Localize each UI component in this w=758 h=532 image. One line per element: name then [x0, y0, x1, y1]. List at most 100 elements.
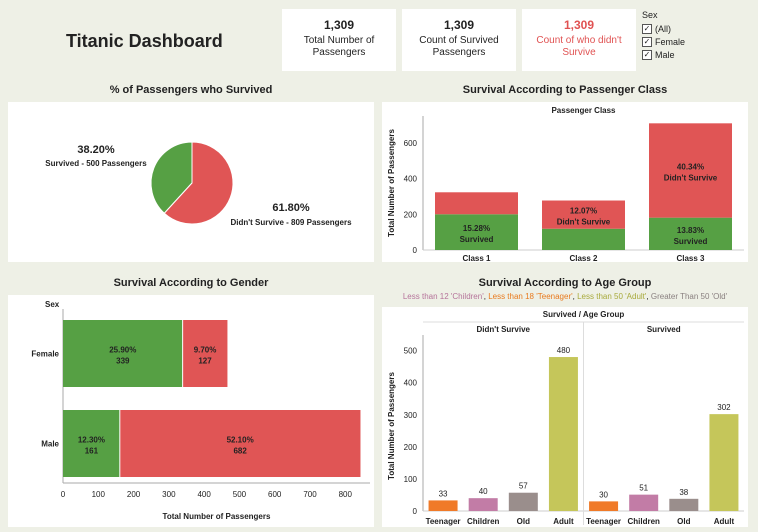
- bar-value-label: 51: [639, 484, 648, 493]
- bar-label: 127: [198, 357, 212, 366]
- subtitle-separator: ,: [646, 292, 651, 301]
- class-chart-title: Survival According to Passenger Class: [462, 84, 668, 96]
- bar-value-label: 480: [557, 346, 571, 355]
- checkbox-checked-icon[interactable]: ✓: [642, 36, 652, 47]
- chart-header: Passenger Class: [551, 106, 616, 115]
- kpi-value: 1,309: [563, 18, 595, 32]
- x-tick-label: Teenager: [586, 517, 621, 526]
- kpi-value: 1,309: [443, 18, 475, 32]
- bar-label: Survived: [460, 235, 494, 244]
- bar: [669, 498, 699, 511]
- x-axis-label: Total Number of Passengers: [163, 512, 271, 521]
- x-tick-label: Teenager: [426, 517, 461, 526]
- bar-segment: [182, 320, 228, 387]
- pie-slice: [163, 141, 234, 225]
- bar-label: 52.10%: [227, 436, 254, 445]
- subtitle-children: Less than 12 'Children': [402, 292, 484, 301]
- bar-label: 13.83%: [677, 226, 704, 235]
- panel-header: Didn't Survive: [477, 325, 531, 334]
- pie-chart: 38.20% Survived - 500 Passengers 61.80% Did…: [45, 141, 352, 227]
- y-tick-label: 0: [413, 507, 418, 516]
- y-axis-label: Total Number of Passengers: [387, 129, 396, 237]
- bar-label: 15.28%: [463, 224, 490, 233]
- x-tick-label: Children: [627, 517, 660, 526]
- bar-label: 161: [85, 447, 99, 456]
- x-tick-label: Class 1: [462, 254, 491, 262]
- kpi-survived-passengers: 1,309 Count of Survived Passengers: [402, 9, 516, 71]
- bar-value-label: 33: [439, 489, 448, 498]
- pie-slice: [150, 141, 193, 214]
- y-tick-label: 500: [404, 347, 418, 356]
- gender-chart-title: Survival According to Gender: [113, 277, 269, 289]
- filter-option-all[interactable]: ✓ (All): [642, 22, 685, 35]
- bar-label: 12.07%: [570, 207, 597, 216]
- y-tick-label: 200: [404, 210, 418, 219]
- subtitle-separator: ,: [483, 292, 489, 301]
- bar-segment: [542, 228, 625, 250]
- bar-value-label: 38: [679, 488, 688, 497]
- bar-segment: [435, 214, 518, 250]
- kpi-value: 1,309: [323, 18, 355, 32]
- x-tick-label: 700: [303, 490, 317, 499]
- age-chart-panel: Survived / Age Group 0 100 200 300 400 500 Tota…: [382, 307, 748, 527]
- x-tick-label: 200: [127, 490, 141, 499]
- pie-slice-label: Survived - 500 Passengers: [45, 159, 147, 168]
- x-tick-label: 400: [197, 490, 211, 499]
- bar-value-label: 302: [717, 403, 731, 412]
- checkbox-checked-icon[interactable]: ✓: [642, 49, 652, 60]
- bar: [508, 492, 538, 511]
- pie-slice-label: Didn't Survive - 809 Passengers: [230, 218, 352, 227]
- y-tick-label: Female: [31, 350, 59, 359]
- filter-option-female[interactable]: ✓ Female: [642, 35, 685, 48]
- bar-value-label: 40: [479, 487, 488, 496]
- x-tick-label: 500: [233, 490, 247, 499]
- subtitle-adult: Less than 50 'Adult': [577, 292, 647, 301]
- filter-option-label: Male: [655, 49, 675, 60]
- bar-label: 40.34%: [677, 162, 704, 171]
- bar: [548, 357, 578, 511]
- kpi-label: Count of who didn't Survive: [536, 35, 622, 58]
- chart-header: Sex: [45, 300, 60, 309]
- subtitle-old: Greater Than 50 'Old': [650, 292, 728, 301]
- x-tick-label: Old: [677, 517, 690, 526]
- subtitle-teenager: Less than 18 'Teenager': [488, 292, 573, 301]
- filter-option-male[interactable]: ✓ Male: [642, 48, 685, 61]
- bar-segment: [649, 123, 732, 218]
- panel-header: Survived: [647, 325, 681, 334]
- age-chart-title: Survival According to Age Group: [478, 277, 652, 289]
- bar: [468, 498, 498, 511]
- gender-chart-panel: Sex 0 100 200 300 400 500 600 700 800 Total Number…: [8, 295, 374, 527]
- pie-pct-label: 38.20%: [77, 144, 115, 156]
- gender-chart: Sex 0 100 200 300 400 500 600 700 800 Total Number…: [31, 300, 370, 521]
- sex-filter: Sex ✓ (All) ✓ Female ✓ Male: [642, 10, 685, 61]
- bar-value-label: 30: [599, 490, 608, 499]
- bar-segment: [119, 410, 361, 477]
- x-tick-label: 0: [61, 490, 66, 499]
- class-chart-panel: Passenger Class 0 200 400 600 Total Number of…: [382, 102, 748, 263]
- kpi-didnt-survive: 1,309 Count of who didn't Survive: [522, 9, 636, 71]
- x-tick-label: Class 2: [569, 254, 598, 262]
- y-tick-label: 100: [404, 475, 418, 484]
- bar-label: 682: [233, 447, 247, 456]
- bar-segment: [435, 192, 518, 215]
- bar: [629, 494, 659, 511]
- bar-segment: [63, 410, 120, 477]
- bar-label: Didn't Survive: [664, 173, 718, 182]
- x-tick-label: Adult: [553, 517, 574, 526]
- y-tick-label: 0: [413, 246, 418, 255]
- x-tick-label: 600: [268, 490, 282, 499]
- bar: [709, 414, 739, 511]
- pie-pct-label: 61.80%: [272, 202, 310, 214]
- pie-chart-title: % of Passengers who Survived: [109, 84, 273, 96]
- filter-option-label: (All): [655, 23, 671, 34]
- x-tick-label: 300: [162, 490, 176, 499]
- kpi-label: Count of Survived Passengers: [419, 35, 499, 58]
- y-tick-label: 400: [404, 175, 418, 184]
- y-tick-label: Male: [41, 440, 59, 449]
- y-tick-label: 200: [404, 443, 418, 452]
- kpi-label: Total Number of Passengers: [303, 35, 375, 58]
- checkbox-checked-icon[interactable]: ✓: [642, 23, 652, 34]
- bar-segment: [542, 200, 625, 229]
- y-tick-label: 300: [404, 411, 418, 420]
- pie-chart-panel: 38.20% Survived - 500 Passengers 61.80% Did…: [8, 102, 374, 262]
